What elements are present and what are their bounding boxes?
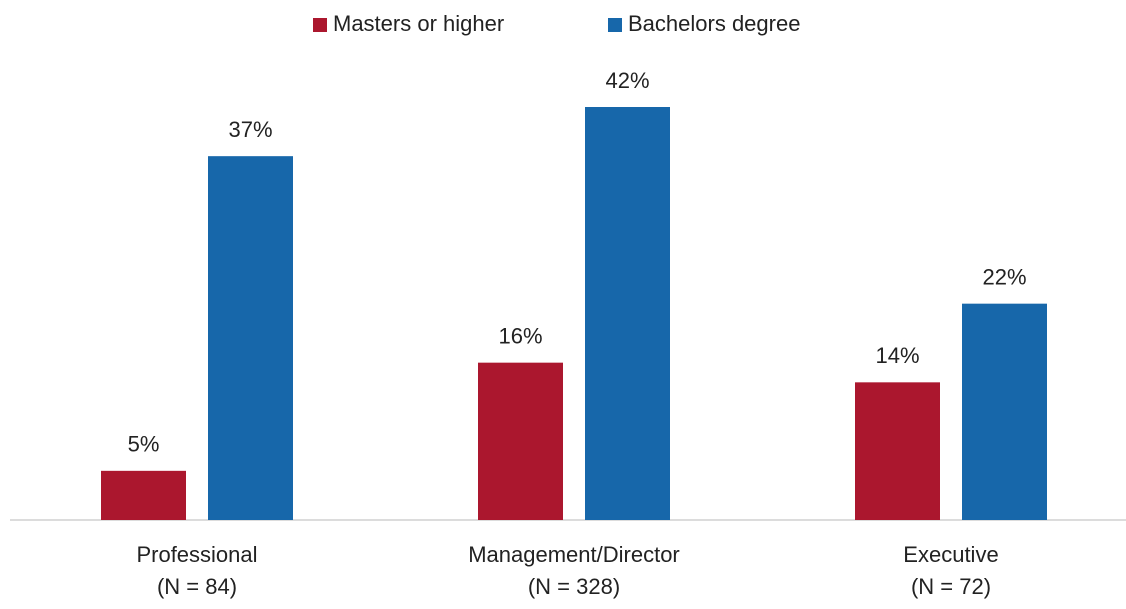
x-tick-label: Professional [136, 542, 257, 567]
legend-label: Bachelors degree [628, 11, 800, 36]
value-label: 5% [128, 432, 160, 457]
x-tick-label: (N = 72) [911, 574, 991, 599]
x-tick-label: Executive [903, 542, 998, 567]
bar [101, 470, 186, 520]
bar [962, 303, 1047, 520]
bar [478, 362, 563, 520]
value-label: 16% [498, 323, 542, 348]
value-label: 14% [875, 343, 919, 368]
value-label: 37% [228, 117, 272, 142]
value-label: 22% [982, 264, 1026, 289]
legend-swatch [608, 18, 622, 32]
x-tick-label: (N = 328) [528, 574, 620, 599]
x-tick-label: Management/Director [468, 542, 680, 567]
x-tick-label: (N = 84) [157, 574, 237, 599]
bar [855, 382, 940, 520]
legend-swatch [313, 18, 327, 32]
bar [208, 156, 293, 520]
value-label: 42% [605, 68, 649, 93]
bar [585, 107, 670, 520]
legend-label: Masters or higher [333, 11, 504, 36]
